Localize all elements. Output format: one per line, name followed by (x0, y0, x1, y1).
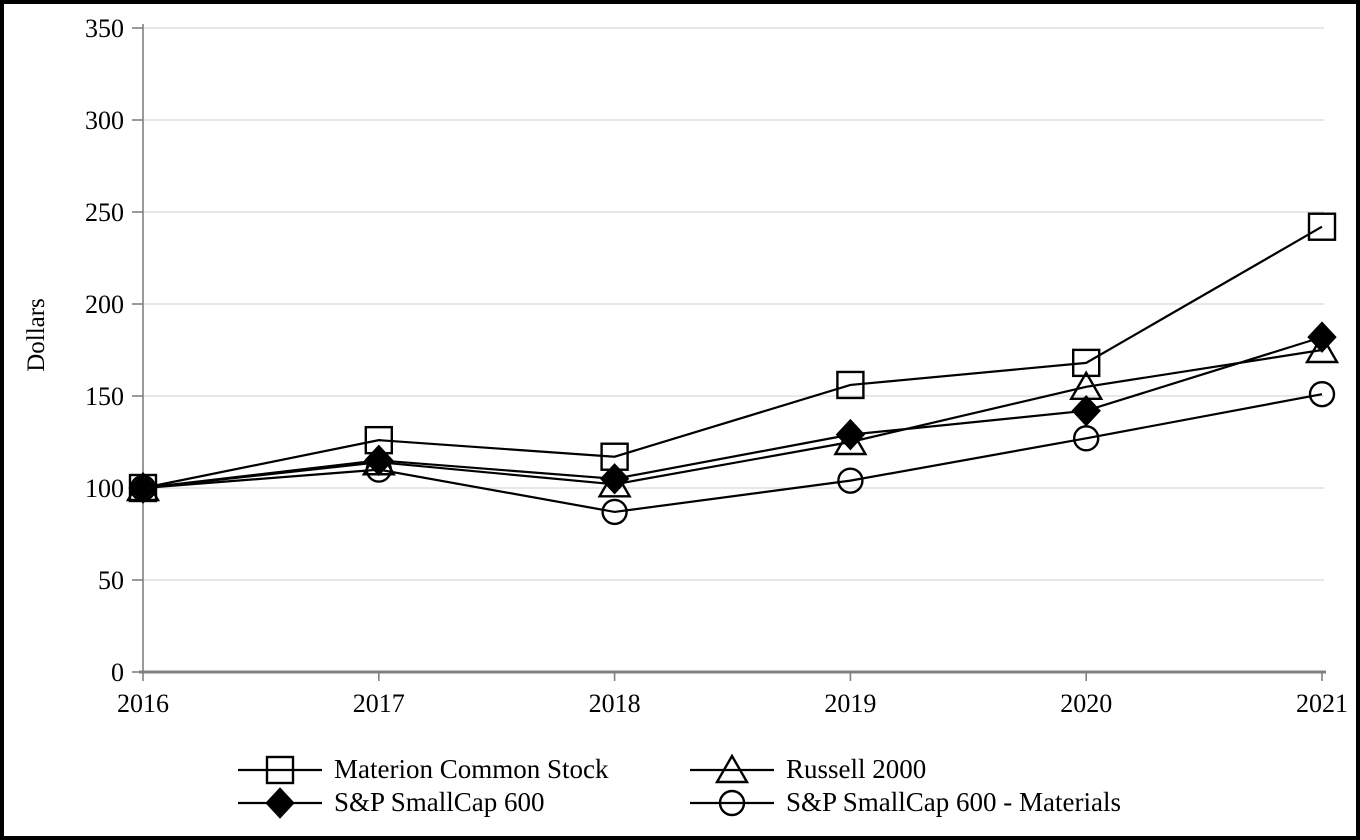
square-marker (265, 755, 295, 784)
x-tick-label: 2019 (824, 689, 876, 718)
circle-marker (601, 498, 628, 526)
legend-label: S&P SmallCap 600 (334, 787, 545, 817)
square-marker (1307, 212, 1337, 241)
circle-marker-icon (690, 789, 774, 816)
legend-label: Materion Common Stock (334, 754, 609, 784)
x-tick-label: 2021 (1296, 689, 1348, 718)
y-tick-label: 250 (85, 198, 124, 227)
square-marker-icon (238, 755, 322, 784)
diamond-marker (599, 463, 630, 495)
series-markers-s-p-smallcap-600 (128, 321, 1337, 504)
y-tick-label: 350 (85, 14, 124, 43)
series-line-russell-2000 (142, 348, 1323, 490)
legend-item-s-p-smallcap-600-materials: S&P SmallCap 600 - Materials (689, 786, 1121, 819)
series-markers-s-p-smallcap-600-materials (129, 380, 1336, 526)
diamond-marker-icon (238, 786, 322, 819)
diamond-marker (364, 444, 394, 477)
series-line-materion-common-stock (142, 225, 1323, 490)
legend-label: S&P SmallCap 600 - Materials (786, 787, 1121, 817)
square-marker (1071, 348, 1101, 378)
series-markers-materion-common-stock (128, 212, 1337, 503)
diamond-marker (835, 418, 866, 451)
square-marker (836, 370, 865, 400)
y-tick-label: 150 (85, 382, 124, 411)
circle-marker (718, 789, 746, 816)
circle-marker (129, 474, 157, 502)
series-line-s-p-smallcap-600-materials (142, 393, 1323, 514)
series-line-s-p-smallcap-600 (142, 336, 1323, 490)
y-tick-label: 50 (98, 566, 124, 595)
diamond-marker (265, 786, 295, 819)
diamond-marker (1071, 394, 1101, 427)
x-tick-label: 2020 (1060, 689, 1112, 718)
x-tick-label: 2016 (117, 689, 169, 718)
triangle-marker (1304, 333, 1340, 364)
y-tick-label: 300 (85, 106, 124, 135)
triangle-marker (714, 753, 750, 783)
diamond-marker (128, 472, 158, 504)
diamond-marker (1307, 321, 1337, 353)
circle-marker (365, 456, 392, 483)
legend-item-s-p-smallcap-600: S&P SmallCap 600 (237, 786, 689, 819)
x-tick-label: 2018 (589, 689, 641, 718)
circle-marker (1072, 425, 1100, 452)
y-tick-label: 200 (85, 290, 124, 319)
legend-item-russell-2000: Russell 2000 (689, 753, 1121, 786)
y-axis-title: Dollars (23, 298, 50, 372)
performance-line-chart: 0 50 100 150 200 250 300 350 2016 2017 2018 2019 202… (85, 14, 1348, 718)
y-tick-label: 100 (85, 474, 124, 503)
triangle-marker-icon (690, 753, 774, 783)
x-tick-label: 2017 (353, 689, 405, 718)
legend-label: Russell 2000 (786, 754, 927, 784)
y-tick-label: 0 (111, 658, 124, 687)
circle-marker (837, 467, 864, 494)
chart-legend: Materion Common Stock Russell 2000 S&P Sma… (237, 753, 1121, 819)
legend-item-materion-common-stock: Materion Common Stock (237, 753, 689, 786)
circle-marker (1308, 380, 1336, 408)
